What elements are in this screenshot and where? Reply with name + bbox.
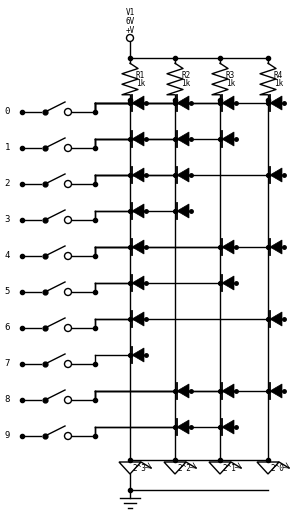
Polygon shape <box>132 204 144 218</box>
Text: 3: 3 <box>5 216 10 224</box>
Text: 1k: 1k <box>181 80 190 88</box>
Text: 1: 1 <box>5 144 10 153</box>
Text: 1k: 1k <box>136 80 145 88</box>
Text: 1k: 1k <box>226 80 235 88</box>
Text: V1: V1 <box>125 8 135 17</box>
Polygon shape <box>132 96 144 110</box>
Text: 4: 4 <box>5 251 10 261</box>
Polygon shape <box>270 384 282 398</box>
Polygon shape <box>222 276 234 290</box>
Polygon shape <box>270 96 282 110</box>
Text: 2^1: 2^1 <box>222 464 236 473</box>
Polygon shape <box>177 168 189 182</box>
Polygon shape <box>222 420 234 434</box>
Text: 5: 5 <box>5 287 10 297</box>
Polygon shape <box>270 312 282 326</box>
Polygon shape <box>177 132 189 146</box>
Polygon shape <box>222 240 234 254</box>
Polygon shape <box>222 96 234 110</box>
Text: +V: +V <box>125 26 135 35</box>
Text: 9: 9 <box>5 432 10 440</box>
Polygon shape <box>132 312 144 326</box>
Polygon shape <box>132 276 144 290</box>
Text: 2^2: 2^2 <box>177 464 191 473</box>
Text: 6: 6 <box>5 324 10 332</box>
Text: 2: 2 <box>5 179 10 189</box>
Polygon shape <box>222 384 234 398</box>
Polygon shape <box>132 240 144 254</box>
Text: R1: R1 <box>136 71 145 81</box>
Text: 2^0: 2^0 <box>270 464 284 473</box>
Polygon shape <box>132 348 144 362</box>
Text: 7: 7 <box>5 359 10 369</box>
Text: 0: 0 <box>5 108 10 116</box>
Text: 2^3: 2^3 <box>132 464 146 473</box>
Polygon shape <box>132 168 144 182</box>
Polygon shape <box>222 132 234 146</box>
Polygon shape <box>177 96 189 110</box>
Text: 1k: 1k <box>274 80 283 88</box>
Text: R4: R4 <box>274 71 283 81</box>
Text: 6V: 6V <box>125 17 135 26</box>
Polygon shape <box>177 204 189 218</box>
Text: R3: R3 <box>226 71 235 81</box>
Polygon shape <box>177 420 189 434</box>
Text: 8: 8 <box>5 396 10 404</box>
Text: R2: R2 <box>181 71 190 81</box>
Polygon shape <box>132 132 144 146</box>
Polygon shape <box>177 384 189 398</box>
Polygon shape <box>270 168 282 182</box>
Polygon shape <box>270 240 282 254</box>
